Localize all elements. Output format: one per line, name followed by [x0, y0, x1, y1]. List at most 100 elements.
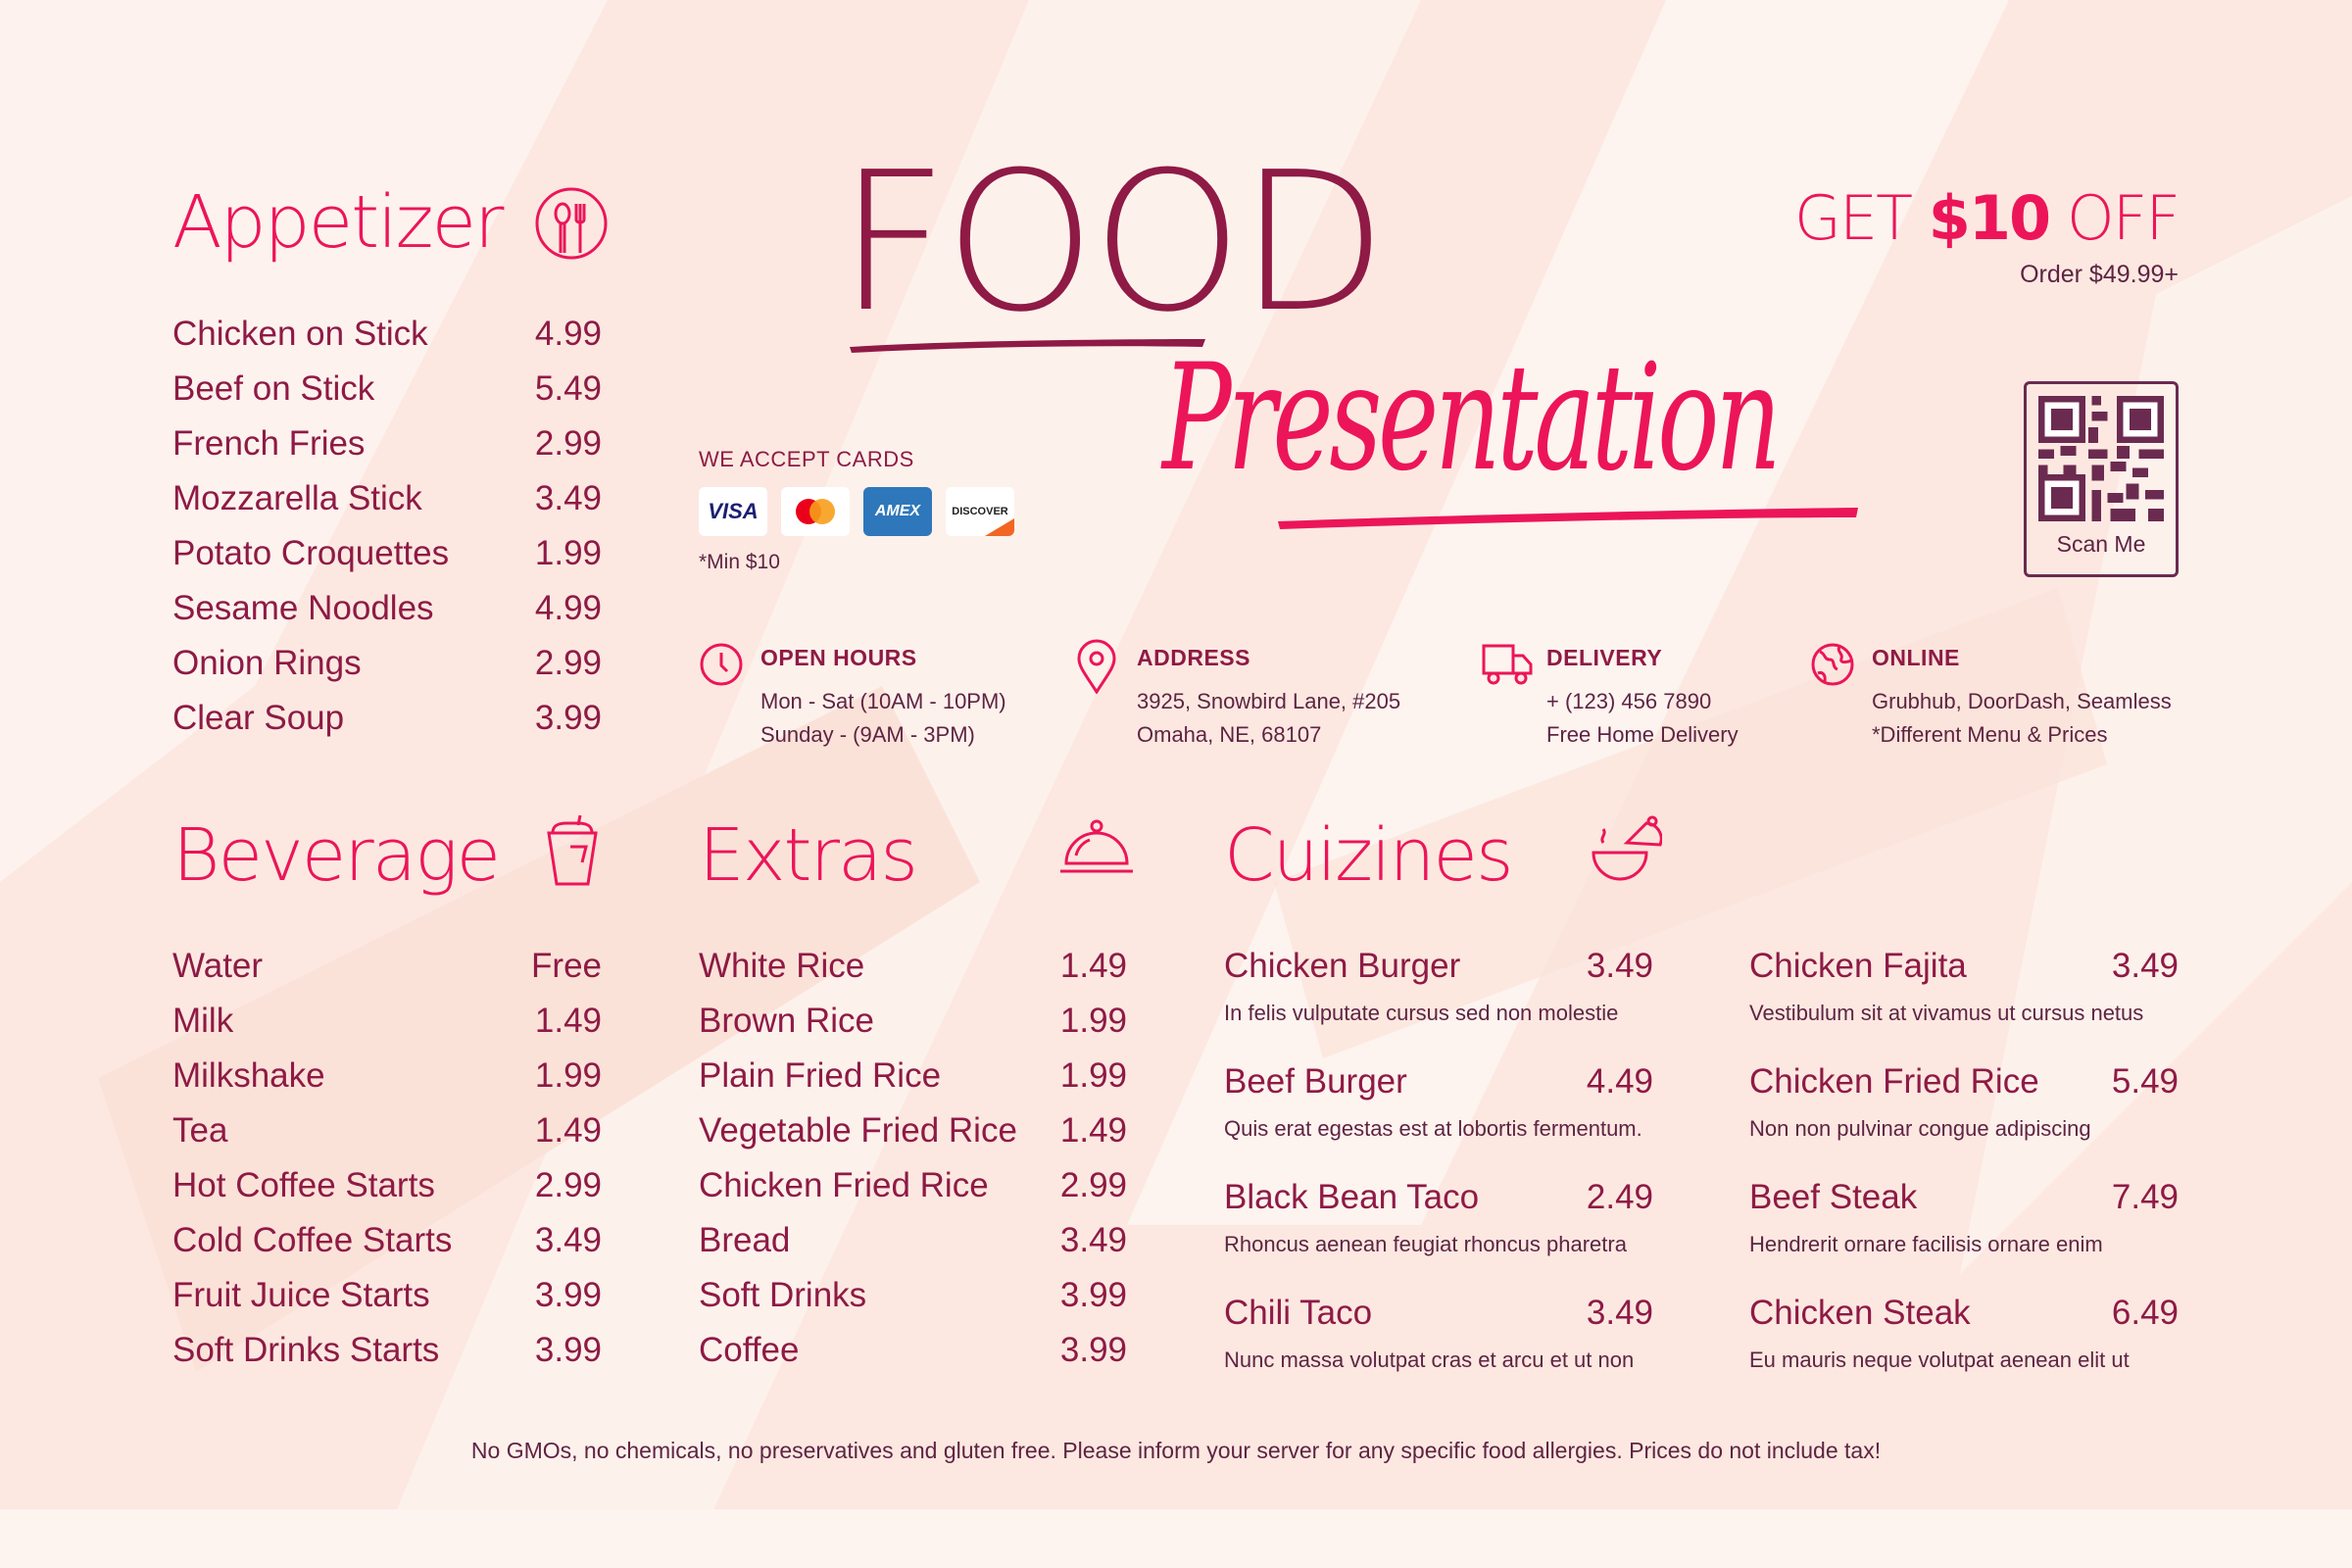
item-name: Cold Coffee Starts	[172, 1221, 453, 1259]
item-description: In felis vulputate cursus sed non molest…	[1224, 1001, 1619, 1025]
extras-item: Bread 3.49	[699, 1223, 1127, 1257]
beverage-item: Milk 1.49	[172, 1004, 602, 1038]
item-name: Black Bean Taco	[1224, 1178, 1480, 1216]
beverage-item: Fruit Juice Starts 3.99	[172, 1278, 602, 1312]
item-name: Milkshake	[172, 1056, 325, 1095]
item-price: Free	[531, 947, 602, 985]
item-name: Hot Coffee Starts	[172, 1166, 435, 1204]
item-price: 3.49	[1586, 947, 1653, 985]
item-price: 2.49	[1586, 1178, 1653, 1216]
item-price: 1.49	[534, 1002, 602, 1040]
amex-card-icon: AMEX	[863, 487, 932, 536]
item-price: 3.99	[534, 1331, 602, 1369]
pot-icon	[1588, 813, 1663, 897]
item-name: Chicken Steak	[1749, 1294, 1971, 1332]
item-name: Fruit Juice Starts	[172, 1276, 430, 1314]
beverage-item: Soft Drinks Starts 3.99	[172, 1333, 602, 1367]
cuizine-item: Beef Burger 4.49 Quis erat egestas est at …	[1224, 1064, 1653, 1142]
item-price: 6.49	[2111, 1294, 2179, 1332]
appetizer-item: Onion Rings 2.99	[172, 646, 602, 680]
item-price: 1.99	[534, 1056, 602, 1095]
amex-label: AMEX	[874, 503, 921, 519]
qr-label: Scan Me	[2056, 531, 2146, 557]
brush-underline-presentation	[1278, 508, 1858, 529]
item-price: 3.49	[2111, 947, 2179, 985]
appetizer-item: Mozzarella Stick 3.49	[172, 481, 602, 515]
cards-title: WE ACCEPT CARDS	[699, 447, 914, 471]
item-name: Coffee	[699, 1331, 800, 1369]
item-price: 2.99	[534, 644, 602, 682]
item-name: Beef on Stick	[172, 369, 375, 408]
appetizer-item: Chicken on Stick 4.99	[172, 317, 602, 351]
item-name: Bread	[699, 1221, 791, 1259]
item-price: 3.99	[1059, 1331, 1127, 1369]
item-name: Clear Soup	[172, 699, 345, 737]
item-price: 3.49	[1586, 1294, 1653, 1332]
item-name: Soft Drinks Starts	[172, 1331, 440, 1369]
item-description: Vestibulum sit at vivamus ut cursus netu…	[1749, 1001, 2144, 1025]
cuizine-item: Chili Taco 3.49 Nunc massa volutpat cras e…	[1224, 1296, 1653, 1373]
promo-get: GET	[1793, 182, 1913, 254]
fork-spoon-icon	[534, 186, 609, 266]
info-lines: 3925, Snowbird Lane, #205 Omaha, NE, 6810…	[1137, 685, 1400, 752]
item-name: Milk	[172, 1002, 234, 1040]
appetizer-item: Sesame Noodles 4.99	[172, 591, 602, 625]
info-delivery: DELIVERY + (123) 456 7890 Free Home Deliv…	[1546, 645, 1739, 752]
extras-item: White Rice 1.49	[699, 949, 1127, 983]
appetizer-item: French Fries 2.99	[172, 426, 602, 461]
item-name: Chicken Fajita	[1749, 947, 1967, 985]
info-online: ONLINE Grubhub, DoorDash, Seamless *Diffe…	[1872, 645, 2172, 752]
cuizine-item: Chicken Steak 6.49 Eu mauris neque volutpa…	[1749, 1296, 2179, 1373]
item-price: 1.99	[1059, 1056, 1127, 1095]
info-line: Grubhub, DoorDash, Seamless	[1872, 689, 2172, 713]
promo-order-minimum: Order $49.99+	[2020, 261, 2179, 288]
item-price: 3.99	[534, 1276, 602, 1314]
extras-item: Chicken Fried Rice 2.99	[699, 1168, 1127, 1202]
item-price: 7.49	[2111, 1178, 2179, 1216]
item-description: Hendrerit ornare facilisis ornare enim	[1749, 1232, 2103, 1256]
extras-item: Coffee 3.99	[699, 1333, 1127, 1367]
item-price: 2.99	[534, 424, 602, 463]
item-price: 3.49	[1059, 1221, 1127, 1259]
item-price: 1.49	[1059, 947, 1127, 985]
beverage-item: Hot Coffee Starts 2.99	[172, 1168, 602, 1202]
item-name: Soft Drinks	[699, 1276, 867, 1314]
cuizine-name-row: Beef Steak 7.49	[1749, 1180, 2179, 1214]
item-name: Sesame Noodles	[172, 589, 434, 627]
clock-icon	[699, 642, 744, 692]
item-description: Quis erat egestas est at lobortis fermen…	[1224, 1116, 1642, 1141]
visa-label: VISA	[708, 499, 759, 523]
cup-icon	[541, 813, 604, 893]
item-name: White Rice	[699, 947, 865, 985]
truck-icon	[1482, 643, 1533, 691]
qr-code-box[interactable]: Scan Me	[2024, 381, 2179, 577]
item-price: 3.49	[534, 479, 602, 517]
beverage-heading: Beverage	[172, 813, 501, 898]
info-line: Sunday - (9AM - 3PM)	[760, 722, 975, 747]
item-name: Potato Croquettes	[172, 534, 450, 572]
item-name: Chicken on Stick	[172, 315, 428, 353]
appetizer-item: Clear Soup 3.99	[172, 701, 602, 735]
item-price: 2.99	[1059, 1166, 1127, 1204]
extras-item: Vegetable Fried Rice 1.49	[699, 1113, 1127, 1148]
info-title: OPEN HOURS	[760, 645, 917, 670]
cuizine-name-row: Chicken Fajita 3.49	[1749, 949, 2179, 983]
appetizer-item: Potato Croquettes 1.99	[172, 536, 602, 570]
item-price: 2.99	[534, 1166, 602, 1204]
cuizine-item: Chicken Burger 3.49 In felis vulputate cur…	[1224, 949, 1653, 1026]
item-price: 3.99	[1059, 1276, 1127, 1314]
info-line: Free Home Delivery	[1546, 722, 1739, 747]
item-name: Onion Rings	[172, 644, 362, 682]
info-title: ONLINE	[1872, 645, 1960, 670]
mastercard-icon	[781, 487, 850, 536]
title-presentation: Presentation	[1162, 333, 1782, 504]
cuizine-item: Chicken Fajita 3.49 Vestibulum sit at viva…	[1749, 949, 2179, 1026]
item-name: Chicken Fried Rice	[699, 1166, 989, 1204]
extras-item: Soft Drinks 3.99	[699, 1278, 1127, 1312]
title-food: FOOD	[838, 131, 1387, 355]
visa-card-icon: VISA	[699, 487, 767, 536]
beverage-item: Cold Coffee Starts 3.49	[172, 1223, 602, 1257]
beverage-item: Tea 1.49	[172, 1113, 602, 1148]
cuizine-name-row: Chicken Burger 3.49	[1224, 949, 1653, 983]
extras-item: Brown Rice 1.99	[699, 1004, 1127, 1038]
